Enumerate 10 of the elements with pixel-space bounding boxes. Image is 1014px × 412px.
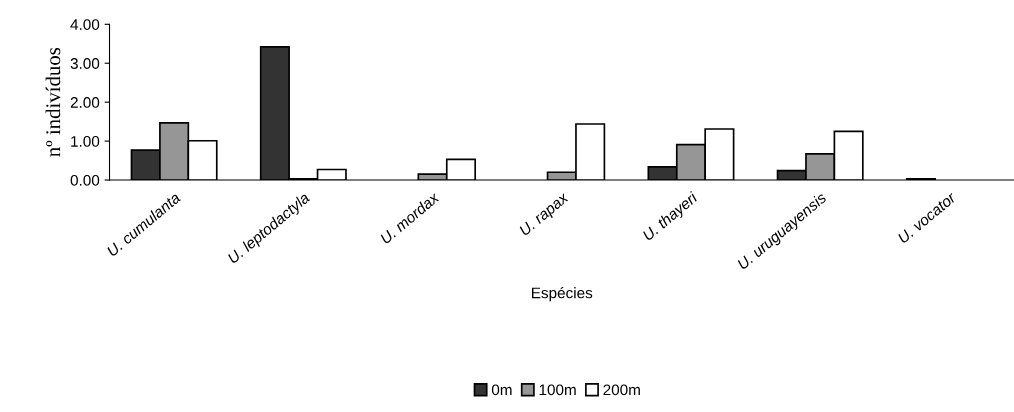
y-axis-title: nº indivíduos — [45, 47, 61, 157]
y-tick-label: 3.00 — [70, 58, 100, 69]
y-tick-label: 4.00 — [70, 19, 100, 30]
x-axis-title: Espécies — [532, 286, 593, 302]
y-tick-label: 1.00 — [71, 135, 100, 147]
y-tick-label: 0.00 — [70, 174, 100, 186]
legend-label: 200m — [603, 384, 640, 396]
legend-label: 100m — [539, 384, 576, 396]
y-tick-label: 2.00 — [70, 97, 100, 108]
legend-label: 0m — [491, 384, 512, 396]
